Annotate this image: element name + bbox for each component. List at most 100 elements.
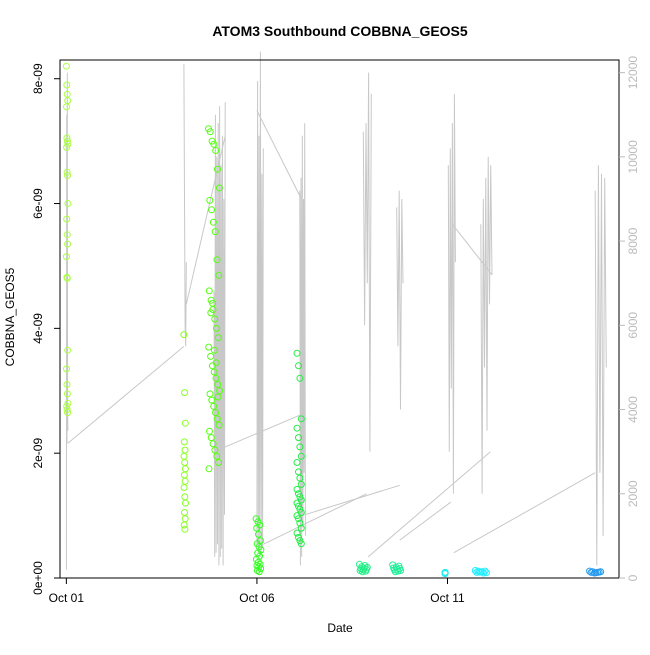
data-point <box>64 200 72 207</box>
altitude-series <box>65 51 607 570</box>
data-point <box>293 485 301 493</box>
data-point <box>181 446 189 454</box>
data-point <box>206 128 214 136</box>
data-point <box>293 349 301 357</box>
data-point <box>394 567 402 575</box>
data-point <box>473 568 481 576</box>
data-point <box>206 390 214 398</box>
data-point <box>64 409 72 417</box>
altitude-trace-6 <box>396 190 404 410</box>
data-point <box>207 309 215 317</box>
data-point <box>180 452 188 460</box>
data-point <box>295 362 302 370</box>
data-point <box>180 471 188 479</box>
data-point <box>206 196 214 204</box>
data-point <box>297 480 305 488</box>
data-point <box>297 452 305 460</box>
data-point <box>63 274 71 282</box>
data-point <box>180 438 188 446</box>
data-point <box>206 427 213 435</box>
data-point <box>212 374 220 382</box>
data-point <box>477 568 485 576</box>
altitude-trace-1 <box>183 64 187 347</box>
data-point <box>64 346 72 354</box>
data-point <box>297 540 305 548</box>
data-point <box>181 525 189 533</box>
data-point <box>63 231 71 239</box>
data-point <box>212 359 220 367</box>
y2-tick-label-2: 4000 <box>626 396 640 423</box>
data-point <box>253 567 261 574</box>
data-point <box>63 215 71 223</box>
chart-title: ATOM3 Southbound COBBNA_GEOS5 <box>212 23 468 39</box>
y-tick-label-2: 4e-09 <box>31 313 45 344</box>
data-point <box>296 374 304 382</box>
altitude-trace-0 <box>65 72 69 570</box>
altitude-connector-3 <box>256 110 302 200</box>
data-point <box>296 474 304 482</box>
data-point <box>215 421 223 429</box>
data-point <box>210 368 218 376</box>
x-tick-label-2: Oct 11 <box>430 591 465 605</box>
data-point <box>181 509 188 516</box>
data-point <box>210 140 218 148</box>
data-point <box>181 477 189 485</box>
y2-tick-label-3: 6000 <box>626 312 640 339</box>
data-point <box>214 381 222 388</box>
data-point <box>253 524 261 532</box>
concentration-series <box>62 62 605 578</box>
altitude-trace-8 <box>480 156 493 494</box>
data-point <box>208 206 216 214</box>
altitude-connector-6 <box>367 451 491 558</box>
data-point <box>205 287 213 295</box>
data-point <box>181 389 189 397</box>
data-point <box>182 499 189 507</box>
data-point <box>293 424 301 432</box>
data-point <box>63 168 71 176</box>
data-point <box>180 484 188 491</box>
data-point <box>297 415 305 423</box>
data-point <box>62 253 70 261</box>
data-point <box>211 315 219 323</box>
data-point <box>181 459 189 466</box>
data-point <box>359 568 366 576</box>
data-point <box>181 515 189 523</box>
data-point <box>391 568 399 576</box>
data-point <box>293 459 301 466</box>
y2-tick-label-6: 12000 <box>626 56 640 90</box>
data-point <box>207 434 215 442</box>
data-point <box>211 228 219 236</box>
axes: 0e+00 2e-09 4e-09 6e-09 8e-09 0 2000 4000 6000 80… <box>31 56 640 605</box>
data-point <box>63 103 70 111</box>
x-tick-label-0: Oct 01 <box>49 591 85 605</box>
data-point <box>64 140 72 148</box>
data-point <box>208 396 216 404</box>
plot-frame <box>59 59 620 579</box>
data-point <box>209 218 217 226</box>
data-point <box>210 346 218 354</box>
altitude-trace-2 <box>213 102 226 566</box>
data-point <box>63 406 71 413</box>
data-point <box>362 567 370 575</box>
data-point <box>215 459 223 466</box>
data-point <box>211 446 219 454</box>
data-point <box>63 81 71 89</box>
data-point <box>586 567 594 575</box>
altitude-connector-8 <box>451 223 493 276</box>
data-point <box>296 443 304 451</box>
altitude-connector-9 <box>453 472 596 554</box>
altitude-trace-9 <box>594 165 607 566</box>
data-point <box>64 240 72 248</box>
data-point <box>207 352 215 360</box>
data-point <box>180 331 188 339</box>
data-point <box>209 440 217 448</box>
y2-tick-label-4: 8000 <box>626 227 640 254</box>
data-point <box>590 569 598 577</box>
data-point <box>62 62 70 70</box>
data-point <box>205 343 213 351</box>
data-point <box>215 271 223 279</box>
data-point <box>255 563 263 571</box>
data-point <box>63 381 71 388</box>
data-point <box>180 521 188 529</box>
data-point <box>214 165 221 173</box>
